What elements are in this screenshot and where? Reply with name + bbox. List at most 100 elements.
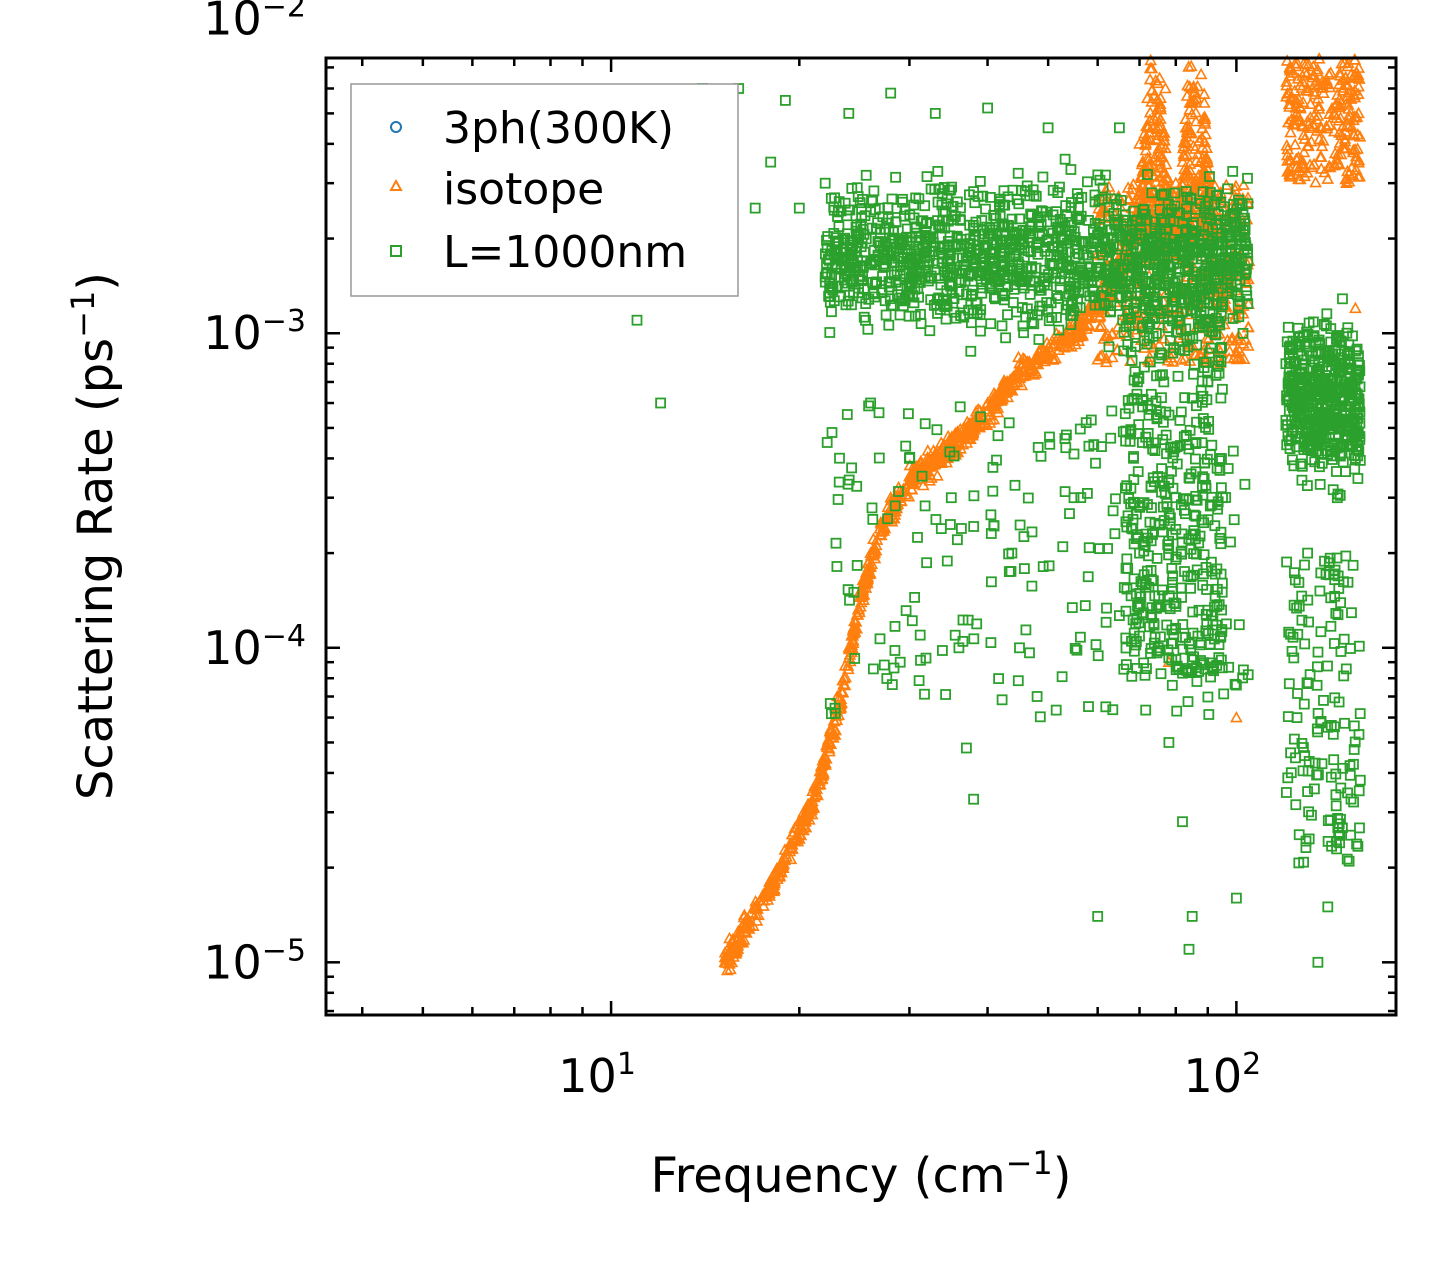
point-l-1000nm xyxy=(993,673,1004,684)
point-l-1000nm xyxy=(841,409,853,420)
point-l-1000nm xyxy=(1125,425,1136,437)
point-l-1000nm xyxy=(1030,190,1042,202)
point-l-1000nm xyxy=(1142,169,1153,180)
point-l-1000nm xyxy=(1105,432,1117,444)
point-isotope xyxy=(869,543,883,556)
point-l-1000nm xyxy=(1341,853,1353,865)
point-l-1000nm xyxy=(1329,590,1341,602)
point-l-1000nm xyxy=(1335,597,1346,609)
point-l-1000nm xyxy=(842,584,854,595)
point-isotope xyxy=(1101,328,1115,341)
point-isotope xyxy=(1341,59,1355,72)
point-l-1000nm xyxy=(1142,499,1153,510)
point-l-1000nm xyxy=(1312,956,1324,968)
point-l-1000nm xyxy=(1012,167,1024,179)
point-l-1000nm xyxy=(1009,479,1021,491)
point-l-1000nm xyxy=(1281,787,1292,798)
point-l-1000nm xyxy=(1132,531,1144,543)
point-l-1000nm xyxy=(851,225,863,237)
point-l-1000nm xyxy=(1216,341,1227,353)
point-l-1000nm xyxy=(1202,514,1214,526)
point-l-1000nm xyxy=(1354,417,1366,429)
point-l-1000nm xyxy=(1079,600,1091,611)
point-l-1000nm xyxy=(1205,671,1216,683)
point-l-1000nm xyxy=(1017,224,1029,236)
point-l-1000nm xyxy=(1291,427,1303,439)
point-l-1000nm xyxy=(1167,441,1179,453)
point-isotope xyxy=(1190,174,1204,186)
point-isotope xyxy=(816,765,830,777)
point-isotope xyxy=(951,425,964,437)
point-l-1000nm xyxy=(1100,169,1111,181)
point-l-1000nm xyxy=(1316,457,1328,469)
point-l-1000nm xyxy=(1329,638,1340,649)
point-isotope xyxy=(1342,108,1356,120)
point-isotope xyxy=(1149,164,1163,177)
point-l-1000nm xyxy=(1352,840,1364,852)
point-l-1000nm xyxy=(1322,901,1334,913)
point-l-1000nm xyxy=(1087,285,1099,297)
point-l-1000nm xyxy=(1202,691,1214,703)
point-isotope xyxy=(828,714,841,727)
point-l-1000nm xyxy=(1224,210,1236,222)
point-l-1000nm xyxy=(987,461,999,473)
point-isotope xyxy=(750,914,764,926)
point-isotope xyxy=(806,801,820,814)
point-l-1000nm xyxy=(1198,657,1210,668)
point-l-1000nm xyxy=(890,171,901,183)
point-l-1000nm xyxy=(1213,354,1225,366)
point-isotope xyxy=(834,692,848,705)
point-l-1000nm xyxy=(1131,214,1143,226)
point-isotope xyxy=(836,685,850,698)
point-l-1000nm xyxy=(1332,609,1344,621)
point-l-1000nm xyxy=(1159,487,1171,499)
point-isotope xyxy=(1135,178,1149,190)
point-isotope xyxy=(749,902,763,914)
point-l-1000nm xyxy=(824,698,836,709)
point-l-1000nm xyxy=(1321,320,1332,332)
point-l-1000nm xyxy=(1163,474,1175,486)
point-l-1000nm xyxy=(903,408,914,420)
point-l-1000nm xyxy=(1190,453,1201,465)
point-l-1000nm xyxy=(1177,217,1188,229)
point-l-1000nm xyxy=(1203,246,1214,258)
point-isotope xyxy=(983,408,997,421)
point-isotope xyxy=(780,850,793,862)
point-l-1000nm xyxy=(1237,672,1248,684)
point-l-1000nm xyxy=(932,307,943,319)
point-l-1000nm xyxy=(1060,304,1072,315)
point-isotope xyxy=(796,818,810,830)
point-l-1000nm xyxy=(1313,424,1324,436)
point-isotope xyxy=(837,671,851,684)
point-l-1000nm xyxy=(1120,605,1132,617)
point-l-1000nm xyxy=(1088,291,1100,303)
point-l-1000nm xyxy=(929,108,941,119)
point-l-1000nm xyxy=(1197,481,1208,493)
point-l-1000nm xyxy=(1147,443,1158,455)
point-l-1000nm xyxy=(1183,494,1195,506)
point-l-1000nm xyxy=(1352,473,1364,484)
point-l-1000nm xyxy=(1312,726,1323,738)
point-isotope xyxy=(1103,334,1116,346)
point-isotope xyxy=(1093,311,1106,323)
point-l-1000nm xyxy=(898,210,910,222)
point-l-1000nm xyxy=(1106,286,1117,297)
point-l-1000nm xyxy=(932,165,944,177)
point-isotope xyxy=(817,750,831,763)
point-isotope xyxy=(764,875,778,888)
point-l-1000nm xyxy=(942,244,954,256)
point-l-1000nm xyxy=(1202,375,1214,387)
point-l-1000nm xyxy=(780,95,791,106)
point-l-1000nm xyxy=(1024,288,1036,300)
point-l-1000nm xyxy=(1024,275,1036,286)
point-isotope xyxy=(954,442,967,454)
point-isotope xyxy=(1301,114,1314,127)
point-l-1000nm xyxy=(940,313,952,325)
point-isotope xyxy=(1015,378,1029,391)
point-l-1000nm xyxy=(1034,711,1046,723)
point-isotope xyxy=(968,423,982,435)
point-l-1000nm xyxy=(859,210,871,222)
point-l-1000nm xyxy=(1162,322,1174,334)
point-l-1000nm xyxy=(1283,678,1295,690)
point-isotope xyxy=(1146,121,1160,133)
